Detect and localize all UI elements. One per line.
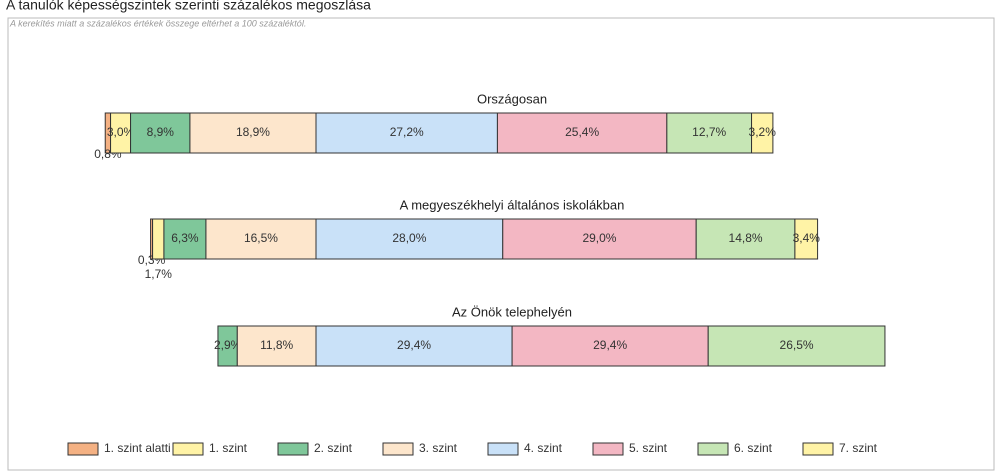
data-label: 8,9%: [147, 125, 175, 139]
legend-swatch: [802, 442, 834, 456]
data-label: 29,0%: [582, 231, 616, 245]
bar-segment: [189, 112, 317, 154]
group-label: Az Önök telephelyén: [452, 304, 572, 319]
bar-segment: [152, 218, 165, 260]
legend-label: 1. szint: [209, 441, 248, 455]
bar-segment: [496, 112, 668, 154]
group-label: A megyeszékhelyi általános iskolákban: [400, 197, 625, 212]
legend-label: 6. szint: [734, 441, 773, 455]
data-label: 6,3%: [171, 231, 199, 245]
data-label: 11,8%: [260, 338, 293, 352]
legend-label: 1. szint alatti: [104, 441, 171, 455]
data-label: 26,5%: [780, 338, 814, 352]
data-label: 1,7%: [145, 267, 173, 281]
bar-segment: [205, 218, 317, 260]
chart-subtitle: A kerekítés miatt a százalékos értékek ö…: [9, 18, 306, 28]
bar-segment: [794, 218, 819, 260]
data-label: 2,9%: [214, 338, 242, 352]
data-label: 18,9%: [236, 125, 270, 139]
bar-segment: [511, 325, 709, 367]
data-label: 3,0%: [107, 125, 135, 139]
chart-frame: [7, 17, 995, 471]
legend-swatch: [592, 442, 624, 456]
data-label: 28,0%: [392, 231, 426, 245]
legend-swatch: [697, 442, 729, 456]
data-label: 3,4%: [793, 231, 821, 245]
legend-label: 7. szint: [839, 441, 878, 455]
bar-segment: [707, 325, 886, 367]
bar-segment: [130, 112, 191, 154]
legend-label: 3. szint: [419, 441, 458, 455]
data-label: 27,2%: [390, 125, 424, 139]
bar-segment: [666, 112, 753, 154]
legend-swatch: [487, 442, 519, 456]
data-label: 3,2%: [749, 125, 777, 139]
data-label: 16,5%: [244, 231, 278, 245]
chart-title: A tanulók képességszintek szerinti száza…: [6, 0, 371, 13]
legend-swatch: [277, 442, 309, 456]
group-label: Országosan: [477, 91, 547, 106]
data-label: 25,4%: [565, 125, 599, 139]
bar-segment: [315, 112, 498, 154]
legend-label: 5. szint: [629, 441, 668, 455]
legend-label: 2. szint: [314, 441, 353, 455]
bar-segment: [751, 112, 774, 154]
bar-segment: [695, 218, 796, 260]
data-label: 29,4%: [397, 338, 431, 352]
legend-swatch: [67, 442, 99, 456]
bar-segment: [502, 218, 697, 260]
legend-label: 4. szint: [524, 441, 563, 455]
legend-swatch: [172, 442, 204, 456]
data-label: 12,7%: [692, 125, 726, 139]
legend-swatch: [382, 442, 414, 456]
data-label: 29,4%: [593, 338, 627, 352]
data-label: 14,8%: [729, 231, 763, 245]
